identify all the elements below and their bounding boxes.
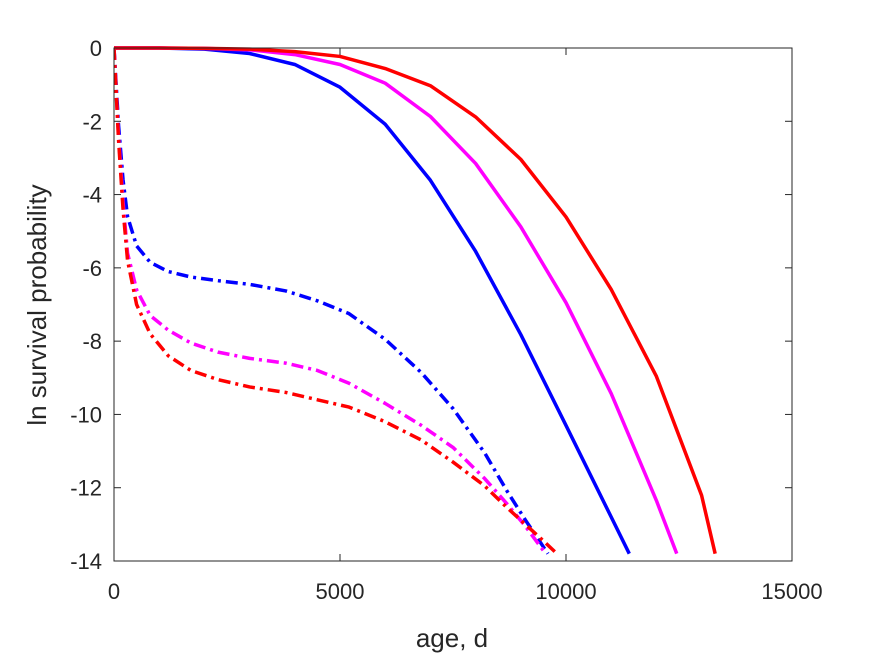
series-layer	[114, 46, 717, 555]
y-tick-label: -4	[82, 183, 102, 208]
series-line-5	[114, 47, 548, 555]
x-tick-label: 5000	[316, 579, 365, 604]
y-tick-label: -10	[70, 402, 102, 427]
y-tick-label: 0	[90, 36, 102, 61]
axes-layer: 0 5000 10000 15000 0 -2 -4 -6 -8 -10 -12 -14	[70, 36, 822, 604]
x-axis-label: age, d	[416, 623, 488, 653]
axes-frame	[113, 47, 793, 562]
y-tick-label: -8	[82, 329, 102, 354]
series-line-4	[114, 47, 550, 555]
x-tick-label: 10000	[535, 579, 596, 604]
x-tick-label: 15000	[761, 579, 822, 604]
y-axis-label: ln survival probability	[22, 184, 52, 425]
x-tick-label: 0	[108, 579, 120, 604]
y-tick-label: -12	[70, 476, 102, 501]
y-tick-label: -6	[82, 256, 102, 281]
y-tick-label: -14	[70, 549, 102, 574]
series-line-6	[114, 47, 559, 555]
series-line-3	[114, 46, 717, 555]
y-tick-label: -2	[82, 109, 102, 134]
